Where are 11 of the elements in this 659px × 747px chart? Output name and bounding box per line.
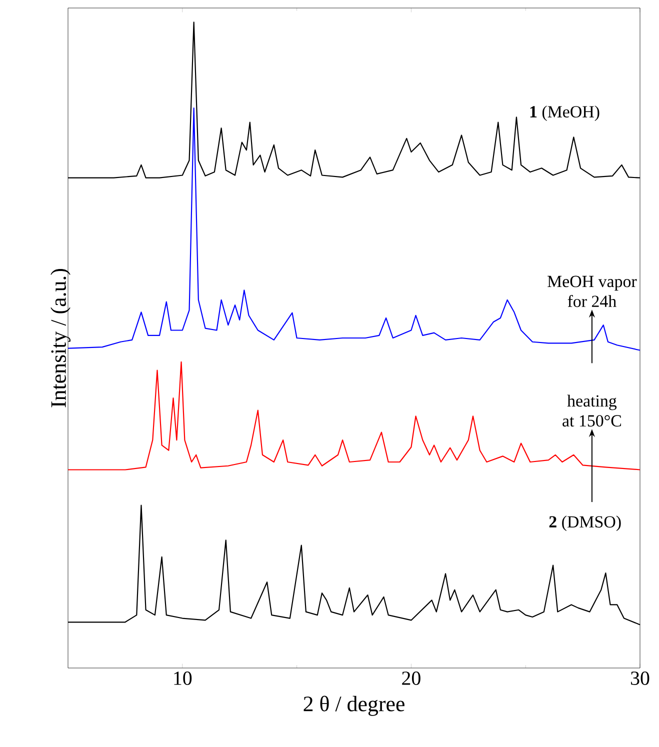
x-tick-label: 30 xyxy=(630,672,650,685)
x-tick-label: 20 xyxy=(402,672,420,685)
annotation: MeOH vapor xyxy=(548,276,637,291)
x-tick-label: 10 xyxy=(174,672,192,685)
annotation: at 150°C xyxy=(562,415,621,427)
text: 2 (DMSO) xyxy=(549,516,621,532)
x-axis-title: 2 θ / degree xyxy=(304,696,404,716)
y-axis-title: Intensity / (a.u.) xyxy=(50,268,70,408)
series-label: 1 (MeOH) xyxy=(530,106,600,121)
annotation: heating xyxy=(567,394,617,410)
annotation: for 24h xyxy=(568,295,616,308)
